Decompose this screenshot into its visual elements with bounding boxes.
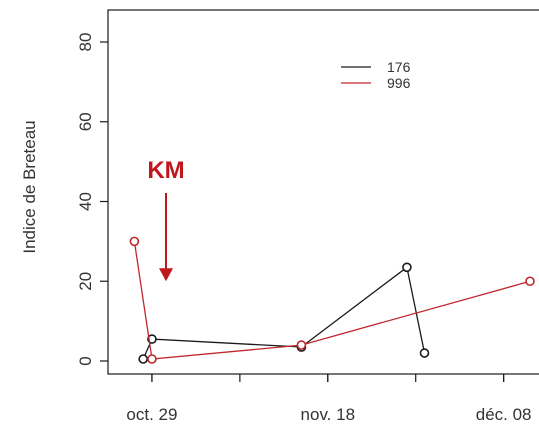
data-point-996 <box>147 354 157 364</box>
x-tick-label: nov. 18 <box>301 405 356 424</box>
y-axis: 0 20 40 60 80 <box>76 33 108 366</box>
data-point-996 <box>129 236 140 247</box>
x-tick-label: oct. 29 <box>126 405 177 424</box>
annotation-label: KM <box>147 157 184 184</box>
x-tick-label: déc. 08 <box>476 405 532 424</box>
series-layer <box>129 236 535 364</box>
plot-frame <box>107 9 539 375</box>
y-tick-label: 80 <box>76 33 95 52</box>
series-line-996 <box>133 241 531 360</box>
legend-label: 996 <box>387 75 411 91</box>
y-tick-label: 40 <box>76 192 95 211</box>
annotation: KM <box>147 157 185 282</box>
y-tick-label: 60 <box>76 112 95 131</box>
data-point-176 <box>419 348 430 358</box>
data-point-176 <box>138 354 148 364</box>
series-line-176 <box>142 266 426 360</box>
y-tick-label: 20 <box>76 272 95 291</box>
data-point-176 <box>402 262 412 273</box>
x-axis: oct. 29 nov. 18 déc. 08 <box>126 374 532 424</box>
data-point-996 <box>296 340 307 350</box>
legend-label: 176 <box>387 59 411 75</box>
annotation-arrow-head <box>159 268 173 282</box>
data-point-996 <box>525 276 535 287</box>
y-axis-label: Indice de Breteau <box>20 120 39 253</box>
y-tick-label: 0 <box>76 356 95 365</box>
